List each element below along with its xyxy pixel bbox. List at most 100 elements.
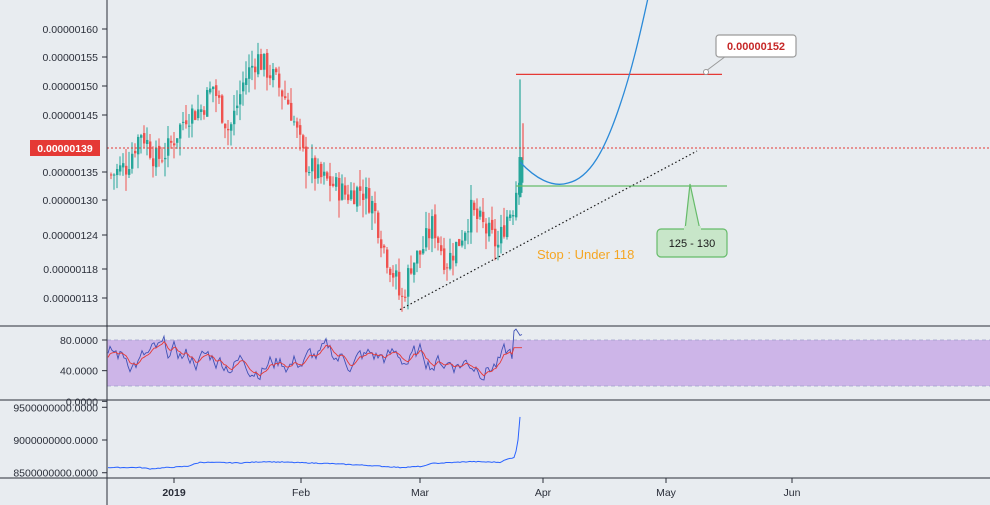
price-y-tick: 0.00000124 bbox=[43, 230, 99, 242]
candle bbox=[431, 209, 434, 253]
oscillator-band bbox=[107, 340, 990, 386]
candle bbox=[233, 95, 236, 136]
oscillator-pane[interactable]: 80.0000 40.0000 0.0000 bbox=[0, 325, 990, 408]
price-y-tick: 0.00000135 bbox=[43, 167, 99, 179]
price-y-tick: 0.00000118 bbox=[43, 264, 98, 276]
candle bbox=[308, 166, 311, 176]
target-callout[interactable]: 0.00000152 bbox=[703, 34, 797, 75]
candle bbox=[509, 210, 512, 222]
volume-y-tick: 9000000000.0000 bbox=[13, 435, 98, 447]
current-price-tag-text: 0.00000139 bbox=[37, 143, 93, 155]
candle bbox=[152, 146, 155, 178]
candle bbox=[476, 198, 479, 233]
candle bbox=[155, 140, 158, 176]
candle bbox=[137, 134, 140, 169]
volume-line bbox=[107, 416, 521, 470]
candle bbox=[170, 135, 173, 149]
candle bbox=[371, 195, 374, 230]
candle bbox=[413, 262, 416, 283]
candle bbox=[173, 132, 176, 159]
candle bbox=[212, 86, 215, 103]
candle bbox=[353, 182, 356, 205]
candle bbox=[272, 63, 275, 88]
candle bbox=[290, 88, 293, 122]
candle bbox=[146, 127, 149, 156]
candle bbox=[269, 64, 272, 86]
target-price-label: 0.00000152 bbox=[727, 41, 785, 53]
support-callout[interactable]: 125 - 130 bbox=[656, 183, 728, 258]
candle bbox=[389, 267, 392, 283]
candle bbox=[197, 94, 200, 121]
candle bbox=[257, 42, 260, 78]
price-y-tick: 0.00000150 bbox=[43, 81, 99, 93]
candle bbox=[365, 177, 368, 215]
candle bbox=[218, 90, 221, 104]
candle bbox=[203, 106, 206, 120]
candle bbox=[329, 162, 332, 202]
oscillator-y-tick: 0.0000 bbox=[66, 396, 98, 408]
candle bbox=[248, 54, 251, 93]
candle bbox=[119, 156, 122, 176]
candle bbox=[281, 89, 284, 110]
price-pane[interactable]: 0.00000160 0.00000155 0.00000150 0.00000145… bbox=[30, 0, 990, 312]
candle bbox=[185, 104, 188, 129]
candle bbox=[503, 207, 506, 239]
candle bbox=[374, 191, 377, 224]
candle bbox=[350, 182, 353, 201]
candle bbox=[317, 158, 320, 184]
candle bbox=[440, 236, 443, 256]
candlestick-series bbox=[110, 42, 524, 312]
price-y-tick: 0.00000160 bbox=[43, 24, 99, 36]
candle bbox=[335, 172, 338, 191]
candle bbox=[215, 79, 218, 113]
candle bbox=[182, 112, 185, 131]
candle bbox=[134, 143, 137, 158]
candle bbox=[332, 176, 335, 188]
candle bbox=[380, 230, 383, 258]
candle bbox=[254, 58, 257, 90]
candle bbox=[221, 94, 224, 124]
candle bbox=[122, 153, 125, 176]
candle bbox=[383, 244, 386, 254]
candle bbox=[266, 49, 269, 91]
candle bbox=[428, 212, 431, 250]
ascending-trendline[interactable] bbox=[399, 150, 698, 311]
oscillator-y-tick: 80.0000 bbox=[60, 335, 98, 347]
candle bbox=[161, 147, 164, 164]
candle bbox=[338, 172, 341, 218]
candle bbox=[494, 218, 497, 261]
candle bbox=[443, 237, 446, 275]
candle bbox=[482, 197, 485, 229]
candle bbox=[434, 204, 437, 249]
time-axis[interactable]: 2019 Feb Mar Apr May Jun bbox=[162, 478, 801, 499]
candle bbox=[491, 206, 494, 234]
candle bbox=[116, 163, 119, 189]
candle bbox=[230, 122, 233, 146]
candle bbox=[488, 217, 491, 242]
volume-pane[interactable]: 9500000000.0000 9000000000.0000 8500000000… bbox=[0, 399, 990, 480]
candle bbox=[398, 258, 401, 300]
projection-curve[interactable] bbox=[519, 0, 649, 185]
candle bbox=[506, 210, 509, 240]
candle bbox=[455, 241, 458, 267]
candle bbox=[302, 133, 305, 152]
x-tick-label: Jun bbox=[784, 487, 801, 499]
candle bbox=[206, 87, 209, 117]
candle bbox=[515, 181, 518, 221]
support-zone-label: 125 - 130 bbox=[669, 238, 715, 250]
candle bbox=[377, 210, 380, 244]
candle bbox=[452, 243, 455, 276]
candle bbox=[209, 81, 212, 95]
candle bbox=[143, 125, 146, 148]
candle bbox=[167, 125, 170, 168]
candle bbox=[299, 118, 302, 151]
candle bbox=[140, 133, 143, 154]
candle bbox=[236, 90, 239, 116]
volume-y-tick: 9500000000.0000 bbox=[13, 402, 98, 414]
candle bbox=[311, 144, 314, 184]
oscillator-y-tick: 40.0000 bbox=[60, 366, 98, 378]
candle bbox=[401, 287, 404, 312]
x-tick-label: Feb bbox=[292, 487, 310, 499]
candle bbox=[473, 200, 476, 216]
